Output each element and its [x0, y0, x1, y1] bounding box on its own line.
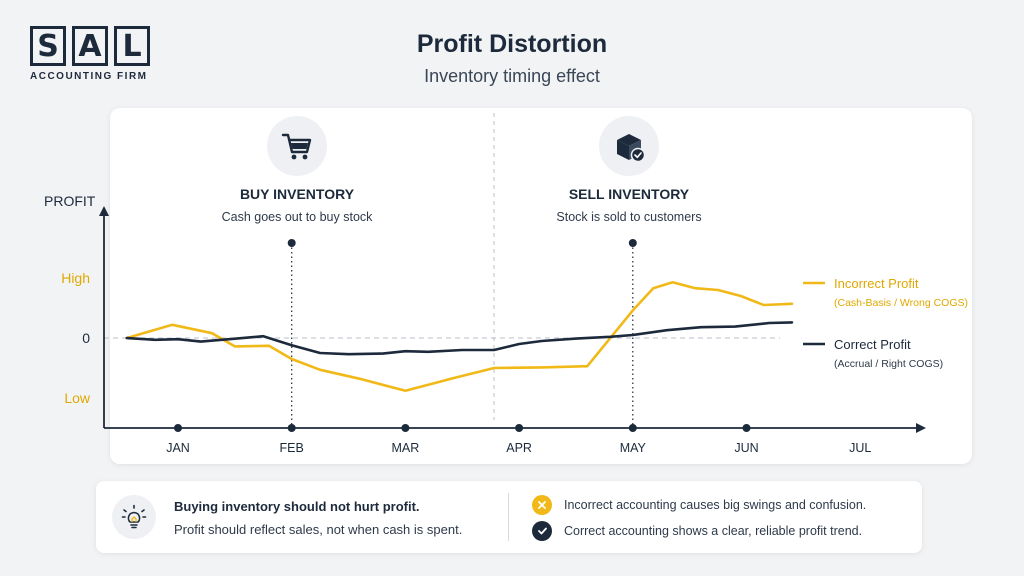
- annotation-dot: [628, 239, 637, 247]
- annotation-title: SELL INVENTORY: [569, 186, 690, 202]
- box-check-icon: [617, 134, 646, 163]
- logo-letter: L: [114, 26, 150, 66]
- check-badge: [630, 147, 646, 163]
- y-axis-label: PROFIT: [44, 193, 96, 209]
- series-line: [125, 321, 794, 356]
- summary-title: Buying inventory should not hurt profit.: [174, 499, 420, 514]
- logo-letter: A: [72, 26, 108, 66]
- series-line: [125, 280, 794, 393]
- y-tick-label: Low: [64, 390, 91, 406]
- x-tick-dot: [515, 424, 524, 432]
- x-tick-label: FEB: [280, 441, 304, 455]
- box-left: [617, 140, 629, 160]
- legend-sublabel: (Accrual / Right COGS): [834, 358, 943, 370]
- x-tick-dot: [287, 424, 296, 432]
- lightbulb-icon: [112, 495, 156, 539]
- summary-body: Profit should reflect sales, not when ca…: [174, 522, 463, 537]
- x-tick-dot: [401, 424, 410, 432]
- point-text: Correct accounting shows a clear, reliab…: [564, 524, 863, 538]
- page-subtitle: Inventory timing effect: [424, 66, 600, 86]
- x-icon: [532, 495, 552, 515]
- divider: [508, 493, 509, 541]
- x-tick-label: JUL: [849, 441, 871, 455]
- x-tick-label: JUN: [734, 441, 758, 455]
- point-correct: Correct accounting shows a clear, reliab…: [532, 521, 862, 541]
- y-tick-label: High: [61, 270, 90, 286]
- logo-subtitle: ACCOUNTING FIRM: [30, 71, 148, 82]
- cart-wheel: [291, 154, 297, 160]
- y-tick-label: 0: [82, 330, 90, 346]
- x-axis-arrow: [916, 423, 926, 433]
- shopping-cart-icon: [281, 133, 312, 160]
- logo: S A L ACCOUNTING FIRM: [30, 26, 150, 82]
- x-tick-label: MAY: [620, 441, 647, 455]
- annotation-title: BUY INVENTORY: [240, 186, 355, 202]
- summary-card: Buying inventory should not hurt profit.…: [96, 481, 922, 553]
- annotation-desc: Stock is sold to customers: [556, 210, 701, 224]
- legend-label: Incorrect Profit: [834, 276, 919, 291]
- x-tick-dot: [174, 424, 182, 432]
- y-axis-arrow: [99, 206, 109, 216]
- legend-sublabel: (Cash-Basis / Wrong COGS): [834, 297, 968, 309]
- x-tick-label: APR: [506, 441, 532, 455]
- x-tick-label: MAR: [392, 441, 420, 455]
- annotation-dot: [287, 239, 296, 247]
- x-tick-dot: [628, 424, 637, 432]
- point-incorrect: Incorrect accounting causes big swings a…: [532, 495, 866, 515]
- cart-body: [281, 133, 312, 154]
- x-tick-label: JAN: [166, 441, 190, 455]
- page-title: Profit Distortion: [416, 30, 608, 58]
- x-tick-dot: [742, 424, 751, 432]
- point-text: Incorrect accounting causes big swings a…: [564, 498, 867, 512]
- cart-basket: [291, 143, 308, 149]
- legend-label: Correct Profit: [834, 337, 911, 352]
- annotation-desc: Cash goes out to buy stock: [222, 210, 374, 224]
- logo-letter: S: [30, 26, 66, 66]
- check-icon: [532, 521, 552, 541]
- chart-card: [110, 108, 972, 464]
- check-mark: [634, 152, 642, 159]
- cart-wheel: [302, 154, 308, 160]
